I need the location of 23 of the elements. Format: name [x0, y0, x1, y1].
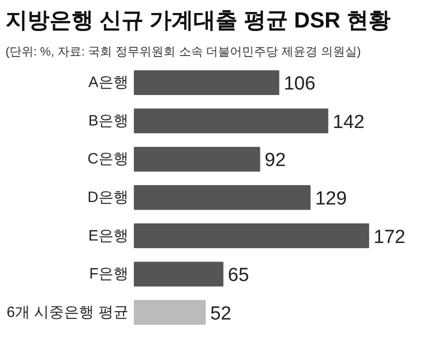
chart-subtitle: (단위: %, 자료: 국회 정무위원회 소속 더불어민주당 제윤경 의원실) [6, 44, 361, 58]
data-label: 52 [210, 303, 232, 324]
y-tick-label: A은행 [88, 74, 128, 92]
bar [134, 262, 224, 286]
data-label: 65 [228, 265, 250, 286]
data-label: 92 [264, 150, 286, 172]
bar [134, 70, 280, 96]
y-tick-label: 6개 시중은행 평균 [6, 304, 128, 321]
bar [134, 223, 370, 248]
bar [134, 146, 260, 172]
bar [134, 108, 328, 134]
y-tick-label: C은행 [88, 150, 128, 168]
data-label: 106 [284, 74, 316, 95]
data-label: 172 [374, 226, 406, 248]
y-tick-label: E은행 [88, 227, 128, 244]
y-tick-label: D은행 [88, 189, 128, 206]
bar [134, 300, 206, 325]
y-tick-label: F은행 [89, 266, 128, 283]
data-label: 142 [332, 112, 364, 133]
chart-title: 지방은행 신규 가계대출 평균 DSR 현황 [6, 8, 391, 32]
data-label: 129 [315, 188, 347, 210]
y-tick-label: B은행 [88, 112, 128, 130]
bar [134, 185, 311, 210]
